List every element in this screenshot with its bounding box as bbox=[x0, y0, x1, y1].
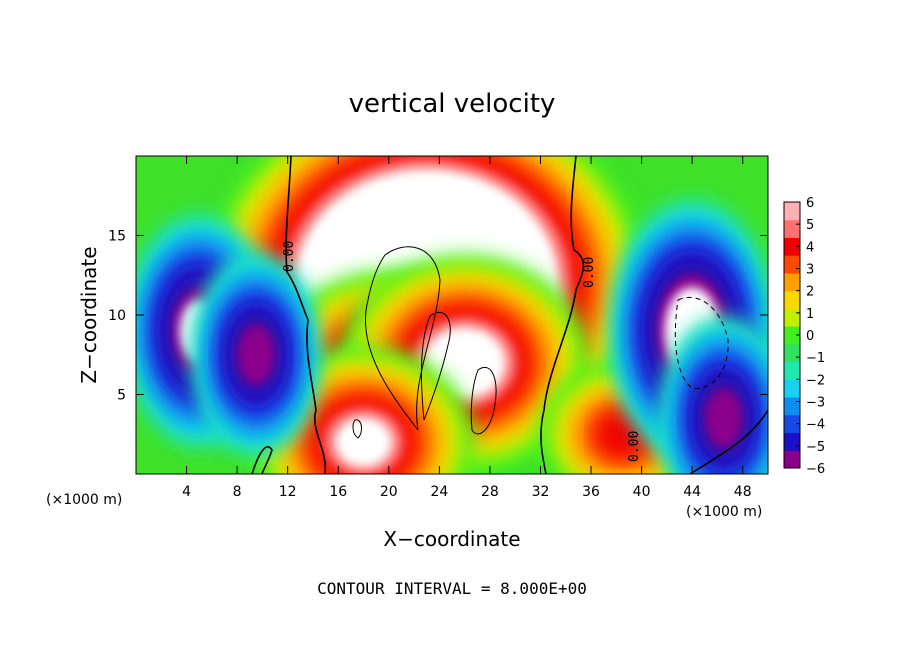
colorbar-swatch bbox=[784, 308, 800, 327]
colorbar-tick-label: −2 bbox=[806, 373, 825, 388]
x-tick-label: 20 bbox=[380, 484, 398, 500]
colorbar-tick-label: −1 bbox=[806, 351, 825, 366]
colorbar-swatch bbox=[784, 255, 800, 274]
downdraft-cell-6 bbox=[191, 252, 321, 457]
x-unit-left: (×1000 m) bbox=[46, 492, 122, 508]
colorbar-swatch bbox=[784, 290, 800, 309]
y-tick-label: 5 bbox=[117, 388, 126, 404]
contour-8-d bbox=[352, 419, 363, 439]
zero-contour-small bbox=[251, 446, 273, 474]
zero-contour-right bbox=[689, 409, 768, 474]
contour-neg-dashed bbox=[674, 296, 729, 389]
contour-label-middle: 0.00 bbox=[582, 257, 597, 288]
y-tick-label: 15 bbox=[108, 229, 126, 245]
chart-title: vertical velocity bbox=[349, 89, 556, 119]
colorbar-tick-label: 4 bbox=[806, 240, 814, 255]
plot-area bbox=[136, 156, 768, 474]
colorbar-swatch bbox=[784, 450, 800, 469]
colorbar-tick-label: 0 bbox=[806, 329, 814, 344]
contour-8-a bbox=[365, 246, 441, 431]
colorbar-tick-label: −5 bbox=[806, 440, 825, 455]
colorbar-swatch bbox=[784, 202, 800, 221]
zero-contour-middle bbox=[540, 156, 585, 474]
x-tick-label: 48 bbox=[734, 484, 752, 500]
y-axis: 5 10 15 bbox=[108, 229, 768, 404]
x-axis-label: X−coordinate bbox=[383, 527, 520, 551]
colorbar-swatch bbox=[784, 397, 800, 416]
x-tick-label: 32 bbox=[532, 484, 550, 500]
x-tick-label: 40 bbox=[633, 484, 651, 500]
colorbar-swatch bbox=[784, 272, 800, 292]
field-level-7 bbox=[704, 388, 743, 449]
colorbar-tick-label: −6 bbox=[806, 462, 825, 477]
contour-8-c bbox=[470, 367, 497, 435]
x-tick-label: 28 bbox=[481, 484, 499, 500]
contour-8-b bbox=[421, 311, 451, 421]
x-tick-label: 8 bbox=[233, 484, 242, 500]
colorbar-swatch bbox=[784, 219, 800, 238]
x-tick-label: 44 bbox=[683, 484, 701, 500]
x-axis: 4 8 12 16 20 24 28 32 36 40 44 48 bbox=[182, 156, 752, 500]
colorbar: 6 5 4 3 2 1 0 −1 −2 −3 −4 −5 −6 bbox=[783, 196, 825, 477]
colorbar-swatch bbox=[784, 414, 800, 434]
colorbar-tick-label: 3 bbox=[806, 263, 814, 278]
colorbar-swatch bbox=[784, 361, 800, 380]
colorbar-swatch bbox=[784, 237, 800, 256]
zero-contours bbox=[251, 156, 768, 474]
colorbar-tick-label: −3 bbox=[806, 396, 825, 411]
x-tick-label: 24 bbox=[430, 484, 448, 500]
x-tick-label: 12 bbox=[279, 484, 297, 500]
updraft-contours bbox=[352, 246, 729, 439]
zero-contour-left bbox=[285, 156, 327, 474]
colorbar-swatch bbox=[784, 379, 800, 398]
colorbar-tick-label: 2 bbox=[806, 285, 814, 300]
colorbar-tick-label: −4 bbox=[806, 418, 825, 433]
colorbar-tick-label: 1 bbox=[806, 307, 814, 322]
y-tick-label: 10 bbox=[108, 308, 126, 324]
colorbar-swatch bbox=[784, 343, 800, 363]
colorbar-tick-label: 6 bbox=[806, 196, 814, 211]
x-tick-label: 36 bbox=[582, 484, 600, 500]
contour-interval-note: CONTOUR INTERVAL = 8.000E+00 bbox=[317, 579, 587, 598]
y-axis-label: Z−coordinate bbox=[77, 246, 101, 383]
x-tick-label: 16 bbox=[329, 484, 347, 500]
field-level-8 bbox=[334, 417, 393, 468]
downdraft-cell-8 bbox=[659, 316, 768, 474]
x-tick-label: 4 bbox=[182, 484, 191, 500]
x-unit-right: (×1000 m) bbox=[686, 504, 762, 520]
colorbar-tick-label: 5 bbox=[806, 218, 814, 233]
colorbar-swatch bbox=[784, 432, 800, 451]
colorbar-swatch bbox=[784, 326, 800, 345]
velocity-field bbox=[136, 156, 768, 474]
contour-label-left: 0.00 bbox=[282, 241, 297, 272]
field-level-7 bbox=[237, 324, 276, 385]
contour-label-bottom: 0.00 bbox=[627, 431, 642, 462]
